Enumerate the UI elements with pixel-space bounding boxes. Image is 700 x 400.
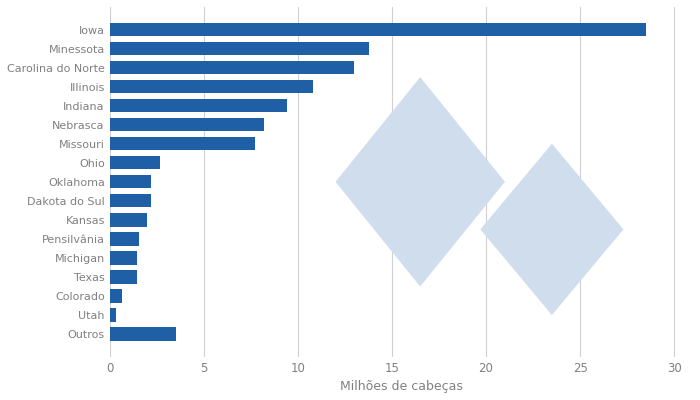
Bar (110, 137, 255, 150)
Bar (110, 175, 151, 188)
Bar (110, 308, 116, 322)
X-axis label: Milhões de cabeças: Milhões de cabeças (340, 380, 463, 393)
Bar (110, 328, 176, 341)
Bar (110, 23, 646, 36)
Bar (110, 270, 137, 284)
Bar (110, 80, 313, 93)
Bar (110, 232, 139, 246)
Bar (110, 118, 264, 131)
Bar (110, 99, 286, 112)
Text: 3: 3 (528, 196, 576, 263)
Bar (110, 194, 151, 208)
Bar (110, 213, 147, 226)
Bar (110, 42, 370, 55)
Bar (110, 156, 160, 170)
Text: 3: 3 (391, 141, 449, 222)
Bar (110, 61, 354, 74)
Bar (110, 289, 122, 303)
Bar (110, 251, 137, 264)
